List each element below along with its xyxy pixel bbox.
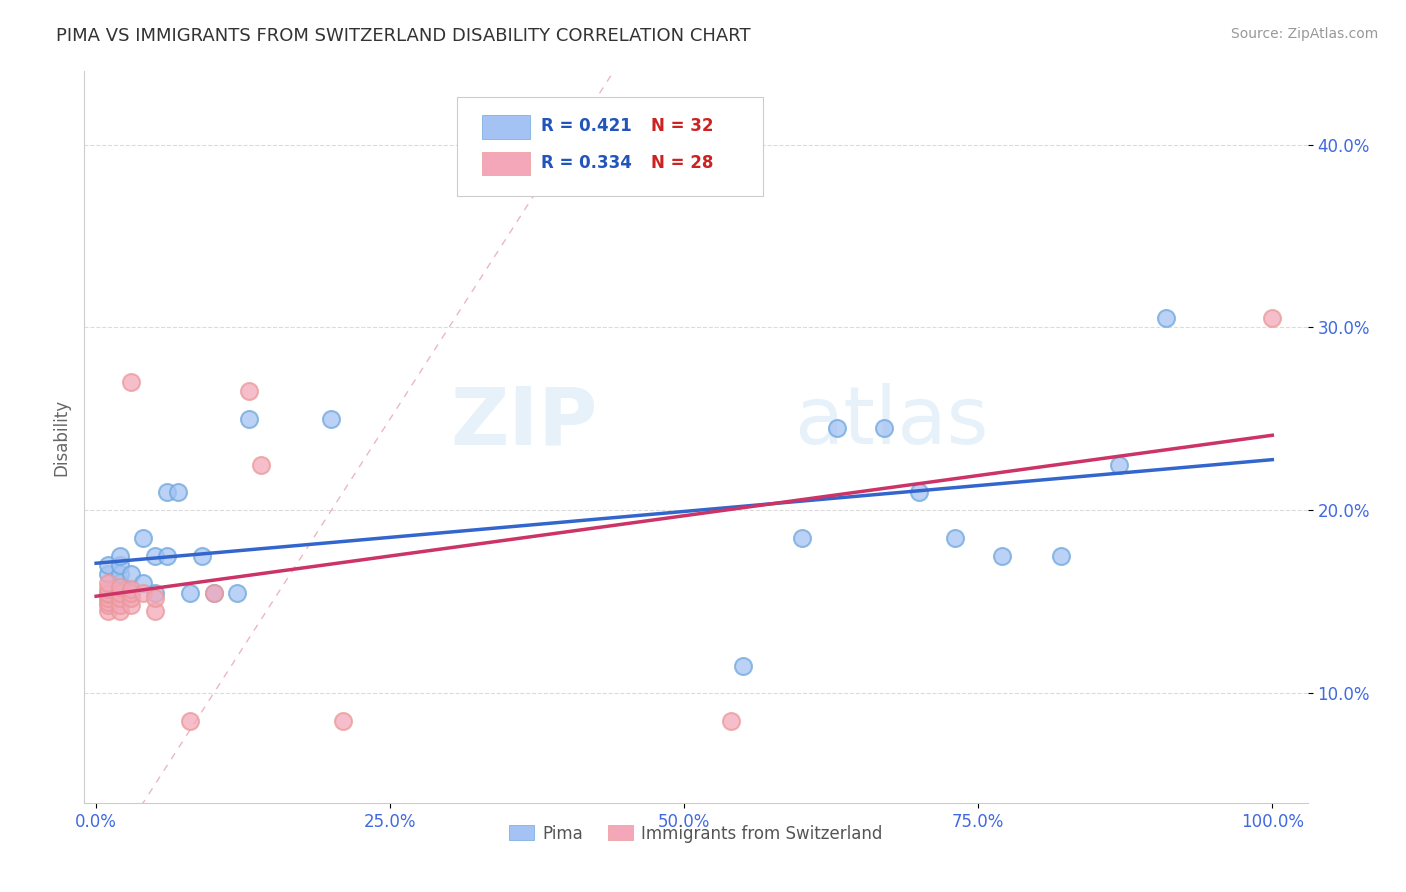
Point	[1156, 311, 1178, 326]
Point	[97, 587, 120, 601]
Point	[108, 549, 131, 563]
FancyBboxPatch shape	[482, 152, 530, 175]
Point	[790, 531, 813, 545]
Text: R = 0.421: R = 0.421	[541, 117, 631, 136]
Point	[179, 714, 201, 728]
Point	[108, 580, 131, 594]
Point	[97, 582, 120, 596]
Point	[108, 558, 131, 573]
Y-axis label: Disability: Disability	[52, 399, 70, 475]
Point	[908, 485, 931, 500]
Point	[143, 591, 166, 605]
Point	[179, 585, 201, 599]
Point	[202, 585, 225, 599]
Point	[191, 549, 214, 563]
Point	[143, 549, 166, 563]
Point	[731, 658, 754, 673]
Point	[120, 375, 142, 389]
Point	[991, 549, 1014, 563]
Point	[1049, 549, 1071, 563]
Point	[120, 599, 142, 613]
Point	[97, 576, 120, 591]
Point	[1108, 458, 1130, 472]
Point	[143, 604, 166, 618]
Point	[143, 585, 166, 599]
Point	[238, 412, 260, 426]
Point	[108, 585, 131, 599]
Point	[238, 384, 260, 399]
Point	[108, 599, 131, 613]
Point	[1261, 311, 1284, 326]
Point	[825, 421, 848, 435]
Point	[249, 458, 271, 472]
Legend: Pima, Immigrants from Switzerland: Pima, Immigrants from Switzerland	[502, 818, 890, 849]
Point	[97, 558, 120, 573]
Point	[97, 585, 120, 599]
Point	[202, 585, 225, 599]
Point	[108, 585, 131, 599]
Point	[97, 604, 120, 618]
Point	[332, 714, 354, 728]
Point	[132, 585, 155, 599]
Text: atlas: atlas	[794, 384, 988, 461]
Point	[120, 585, 142, 599]
Point	[720, 714, 742, 728]
Point	[132, 531, 155, 545]
Point	[226, 585, 249, 599]
Point	[156, 485, 179, 500]
Text: ZIP: ZIP	[451, 384, 598, 461]
Point	[132, 576, 155, 591]
Point	[97, 599, 120, 613]
Point	[943, 531, 966, 545]
FancyBboxPatch shape	[457, 97, 763, 195]
Text: PIMA VS IMMIGRANTS FROM SWITZERLAND DISABILITY CORRELATION CHART: PIMA VS IMMIGRANTS FROM SWITZERLAND DISA…	[56, 27, 751, 45]
Point	[120, 591, 142, 605]
Point	[97, 594, 120, 608]
Point	[167, 485, 190, 500]
Point	[873, 421, 896, 435]
Point	[156, 549, 179, 563]
Point	[321, 412, 343, 426]
FancyBboxPatch shape	[482, 115, 530, 138]
Text: Source: ZipAtlas.com: Source: ZipAtlas.com	[1230, 27, 1378, 41]
Point	[97, 567, 120, 582]
Point	[120, 582, 142, 596]
Point	[120, 567, 142, 582]
Text: R = 0.334: R = 0.334	[541, 153, 631, 172]
Point	[97, 591, 120, 605]
Point	[108, 604, 131, 618]
Point	[108, 576, 131, 591]
Text: N = 28: N = 28	[651, 153, 713, 172]
Point	[108, 567, 131, 582]
Point	[120, 585, 142, 599]
Text: N = 32: N = 32	[651, 117, 713, 136]
Point	[108, 591, 131, 605]
